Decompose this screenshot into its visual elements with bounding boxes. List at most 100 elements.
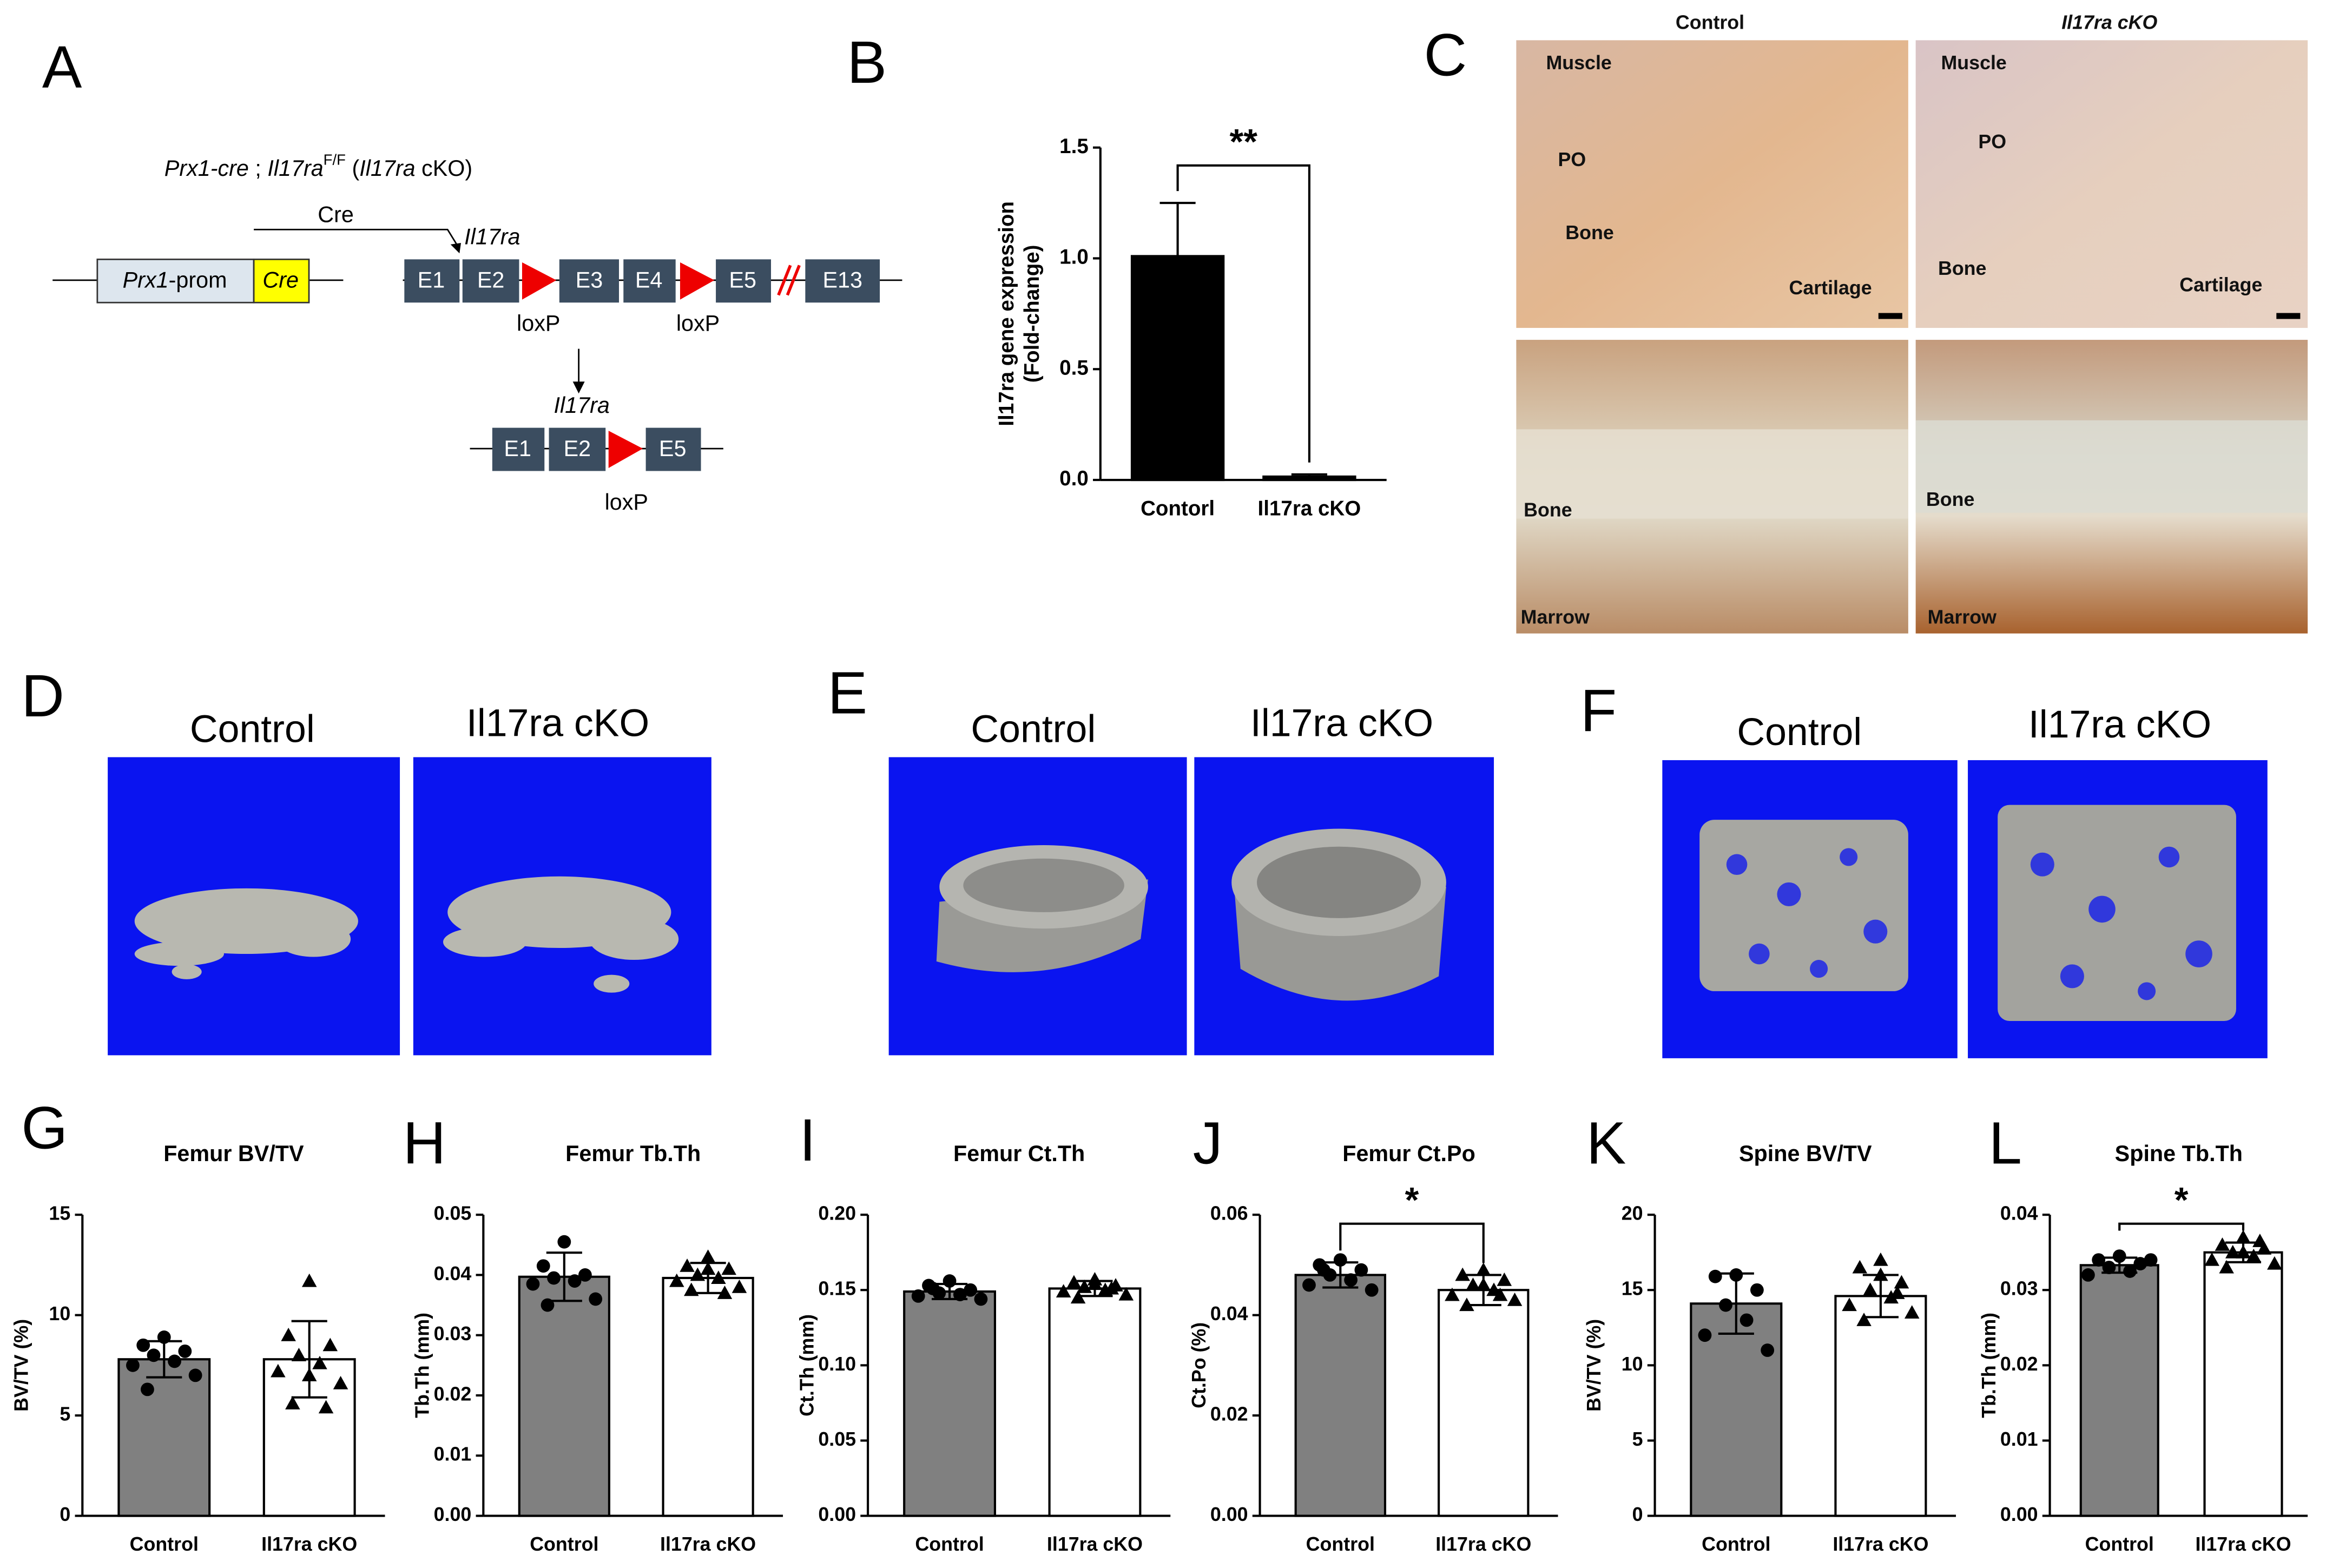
exon-label: E4: [635, 268, 663, 293]
y-tick-label: 0.06: [1210, 1203, 1248, 1224]
chart-title: Spine Tb.Th: [2115, 1141, 2243, 1166]
exon: [805, 259, 880, 303]
exon-label: E5: [729, 268, 756, 293]
cre-arrow: [254, 228, 460, 249]
bar: [1130, 255, 1225, 482]
data-point: [732, 1279, 747, 1293]
data-point: [690, 1267, 706, 1281]
tissue-label: Muscle: [1941, 52, 2006, 74]
gene-label: Il17ra: [464, 225, 520, 249]
panel-letters: A B C D E F G H I J K L: [21, 22, 2022, 1176]
genotype-part: cKO): [416, 156, 473, 181]
y-tick-label: 0.0: [1059, 467, 1089, 490]
data-point: [717, 1286, 733, 1299]
data-point: [1842, 1297, 1857, 1312]
y-tick-label: 0.00: [1210, 1504, 1248, 1525]
chart-title: Femur Ct.Th: [953, 1141, 1085, 1166]
tissue-label: Cartilage: [2179, 274, 2262, 295]
data-point: [1056, 1284, 1071, 1298]
data-point: [536, 1259, 550, 1273]
trabecular-render: [134, 876, 679, 993]
exon-label: E13: [822, 268, 862, 293]
data-point: [1739, 1313, 1754, 1327]
group-label: Il17ra cKO: [466, 701, 649, 745]
genotype-part: Il17ra: [359, 156, 415, 181]
loxp-site: [608, 431, 643, 468]
gene-label: Il17ra: [554, 393, 609, 418]
data-point: [2252, 1234, 2268, 1247]
y-tick-label: 0.5: [1059, 356, 1089, 379]
data-point: [147, 1348, 161, 1362]
break-mark: [786, 265, 801, 296]
significance-label: *: [2175, 1181, 2189, 1221]
y-axis-label: (Fold-change): [1020, 245, 1044, 383]
data-point: [2267, 1256, 2282, 1270]
exon: [462, 259, 519, 303]
data-point: [2236, 1230, 2251, 1243]
data-point: [1750, 1283, 1764, 1297]
y-tick-label: 0.02: [2000, 1353, 2038, 1375]
tissue-label: PO: [1978, 131, 2006, 153]
data-point: [318, 1400, 334, 1414]
x-tick-label: Control: [530, 1533, 598, 1555]
x-tick-label: Control: [1702, 1533, 1770, 1555]
exon-label: E1: [418, 268, 445, 293]
data-point: [680, 1258, 695, 1272]
y-tick-label: 0.15: [818, 1278, 856, 1300]
data-point: [1087, 1276, 1103, 1290]
y-tick-label: 0.03: [2000, 1278, 2038, 1300]
y-axis-label: Tb.Th (mm): [1978, 1313, 2000, 1418]
data-point: [526, 1277, 540, 1291]
y-tick-label: 0.00: [2000, 1504, 2038, 1525]
significance-bracket: [1176, 164, 1310, 463]
data-point: [1475, 1277, 1491, 1291]
x-tick-label: Il17ra cKO: [1435, 1533, 1531, 1555]
bar: [662, 1276, 754, 1517]
group-label: Control: [190, 708, 315, 751]
genotype-part: ;: [249, 156, 267, 181]
bar: [2079, 1264, 2159, 1517]
tissue-label: PO: [1558, 149, 1586, 170]
data-point: [188, 1368, 202, 1382]
bar: [1048, 1287, 1142, 1517]
data-point: [1455, 1267, 1470, 1281]
exon: [404, 259, 460, 303]
data-point: [669, 1273, 684, 1287]
data-point: [547, 1271, 561, 1285]
data-point: [1761, 1343, 1775, 1357]
construct-diagram: Prx1-cre ; Il17raF/F (Il17ra cKO) Cre Pr…: [52, 151, 902, 515]
x-tick-label: Il17ra cKO: [1258, 497, 1361, 520]
bar: [117, 1358, 211, 1517]
panel-letter: G: [21, 1095, 68, 1162]
y-axis-label: BV/TV (%): [11, 1319, 32, 1412]
panel-letter: B: [847, 29, 887, 96]
data-point: [1852, 1260, 1868, 1274]
significance-label: *: [1405, 1181, 1419, 1221]
data-point: [2102, 1261, 2116, 1274]
x-tick-label: Il17ra cKO: [1833, 1533, 1928, 1555]
bar: [1294, 1274, 1387, 1517]
y-tick-label: 0: [1632, 1504, 1643, 1525]
significance-bracket: [2118, 1222, 2245, 1231]
arrow-head: [450, 243, 462, 254]
y-axis-label: BV/TV (%): [1583, 1319, 1605, 1412]
tissue-label: Bone: [1565, 222, 1614, 243]
data-point: [1492, 1287, 1508, 1301]
data-point: [333, 1375, 348, 1389]
y-tick-label: 0.01: [434, 1444, 472, 1465]
group-label: Control: [971, 708, 1096, 751]
x-tick-label: Control: [130, 1533, 199, 1555]
data-point: [2081, 1268, 2095, 1282]
data-point: [953, 1288, 967, 1301]
data-point: [1507, 1293, 1523, 1306]
data-point: [1066, 1275, 1082, 1289]
data-point: [578, 1268, 592, 1282]
panel-letter: A: [42, 34, 82, 100]
y-axis-label: Il17ra gene expression: [995, 201, 1018, 426]
data-point: [1729, 1268, 1743, 1282]
exons: E1 E2 E3 E4 E5 E13: [404, 259, 880, 303]
vertebral-render: [1699, 805, 2236, 1022]
y-tick-label: 0.04: [434, 1263, 472, 1284]
bar: [2203, 1251, 2283, 1517]
tissue-label: Muscle: [1546, 52, 1611, 74]
